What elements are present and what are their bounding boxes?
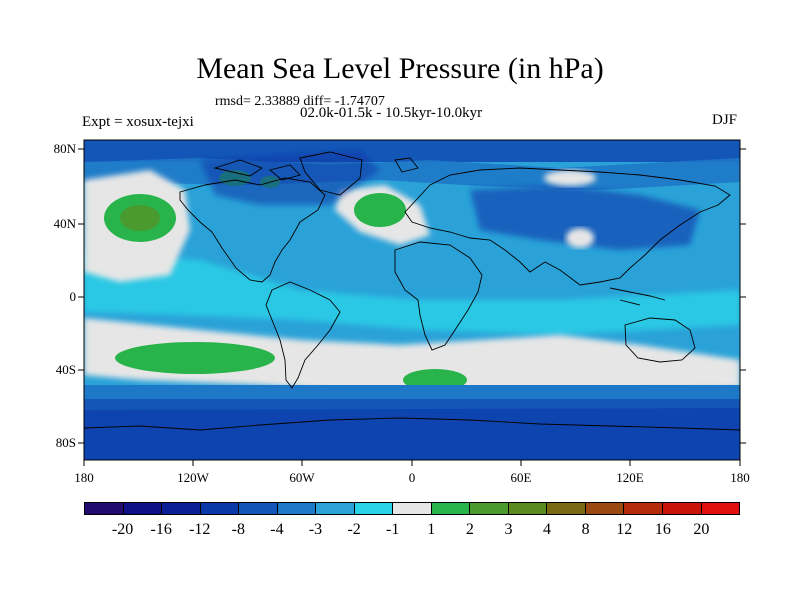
colorbar-label-2: -12 — [189, 521, 211, 538]
colorbar-cell-0 — [85, 503, 124, 514]
colorbar-label-7: -1 — [386, 521, 400, 538]
lon-label-180w: 180 — [74, 470, 94, 485]
coast-africa — [394, 241, 483, 351]
colorbar-label-0: -20 — [111, 521, 134, 538]
coast-indonesia — [609, 287, 666, 306]
lat-label-80n: 80N — [53, 141, 76, 156]
colorbar-cell-14 — [624, 503, 663, 514]
colorbar-cell-2 — [162, 503, 201, 514]
colorbar-label-13: 12 — [616, 521, 633, 538]
map-title: Mean Sea Level Pressure (in hPa) — [196, 52, 604, 85]
coastlines — [84, 151, 740, 431]
colorbar-label-10: 3 — [504, 521, 513, 538]
coast-south-america — [265, 281, 341, 389]
coast-antarctica — [84, 417, 740, 431]
contour-field — [84, 140, 740, 460]
colorbar-label-14: 16 — [654, 521, 671, 538]
field-south-neutral — [84, 318, 740, 395]
lat-label-80s: 80S — [55, 435, 76, 450]
lat-label-40s: 40S — [55, 362, 76, 377]
colorbar-cell-7 — [354, 503, 394, 514]
colorbar-label-9: 2 — [465, 521, 474, 538]
experiment-label: Expt = xosux-tejxi — [82, 114, 194, 130]
period-label: 02.0k-01.5k - 10.5kyr-10.0kyr — [300, 105, 483, 121]
lon-label-0: 0 — [408, 470, 416, 485]
colorbar-cell-10 — [470, 503, 509, 514]
colorbar-label-6: -2 — [347, 521, 361, 538]
colorbar-cell-6 — [316, 503, 355, 514]
colorbar-label-8: 1 — [427, 521, 436, 538]
lat-label-40n: 40N — [53, 216, 76, 231]
colorbar-label-4: -4 — [270, 521, 284, 538]
field-south-mid — [84, 385, 740, 399]
lon-label-180e: 180 — [730, 470, 750, 485]
colorbar-label-11: 4 — [543, 521, 552, 538]
lon-label-120w: 120W — [177, 470, 209, 485]
colorbar — [84, 502, 740, 515]
colorbar-cell-4 — [239, 503, 278, 514]
colorbar-cell-16 — [701, 503, 740, 514]
colorbar-label-15: 20 — [693, 521, 710, 538]
field-npac-pos3 — [120, 205, 160, 231]
colorbar-label-12: 8 — [581, 521, 590, 538]
field-tropic-light — [84, 250, 740, 335]
field-siberia-neutral — [544, 170, 596, 186]
field-asia-neutral — [566, 228, 594, 248]
field-north-deep — [84, 140, 740, 162]
lat-label-0: 0 — [69, 289, 77, 304]
coast-arctic-islands — [213, 157, 419, 181]
colorbar-cell-3 — [200, 503, 240, 514]
colorbar-label-1: -16 — [150, 521, 172, 538]
coast-europe-asia — [404, 167, 731, 286]
colorbar-cell-8 — [393, 503, 432, 514]
colorbar-cell-15 — [662, 503, 702, 514]
colorbar-cell-5 — [277, 503, 317, 514]
lon-label-60e: 60E — [510, 470, 532, 485]
colorbar-label-5: -3 — [308, 521, 323, 538]
colorbar-label-3: -8 — [231, 521, 245, 538]
coast-greenland — [299, 151, 363, 196]
lon-label-60w: 60W — [289, 470, 315, 485]
field-spac-pos2 — [115, 342, 275, 374]
colorbar-cell-11 — [508, 503, 548, 514]
coast-australia — [624, 317, 696, 363]
lon-ticks — [83, 460, 741, 466]
colorbar-cell-1 — [123, 503, 163, 514]
field-asia-dark — [470, 185, 700, 250]
lon-label-120e: 120E — [616, 470, 644, 485]
field-antarctic-deep — [84, 408, 740, 460]
colorbar-cell-12 — [547, 503, 586, 514]
colorbar-cell-9 — [431, 503, 471, 514]
rmsd-diff-stats: rmsd= 2.33889 diff= -1.74707 — [215, 94, 385, 109]
field-natl-pos2 — [354, 193, 406, 227]
coast-north-america — [179, 177, 326, 283]
colorbar-cell-13 — [585, 503, 625, 514]
season-label: DJF — [712, 112, 738, 128]
lat-ticks — [78, 148, 746, 444]
